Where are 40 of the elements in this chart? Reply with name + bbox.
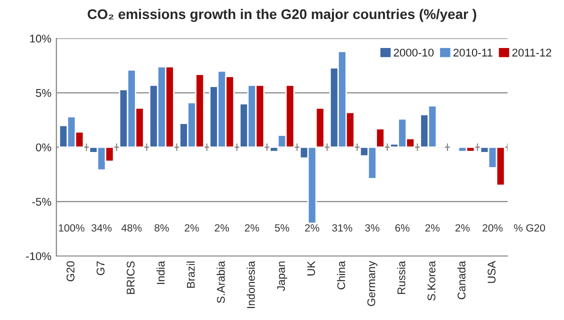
annotation: 2% <box>425 224 440 232</box>
annotation: 2% <box>455 224 470 232</box>
annotation: 48% <box>121 224 142 232</box>
annotation: 20% <box>482 224 503 232</box>
annotation: 2% <box>244 224 260 232</box>
legend-label: 2010-11 <box>454 48 492 57</box>
annotation: 100% <box>58 224 84 232</box>
y-tick-label: 0% <box>36 143 52 152</box>
annotation: 2% <box>305 224 320 232</box>
x-tick-label: G20 <box>66 261 74 282</box>
x-tick-label: S.Arabia <box>216 260 225 303</box>
y-tick-label: -10% <box>26 252 52 260</box>
x-tick-label: BRICS <box>126 261 135 294</box>
x-tick-label: Brazil <box>186 262 195 288</box>
legend-label: 2000-10 <box>394 48 434 57</box>
annotation: 3% <box>365 224 380 232</box>
x-tick-label: S.Korea <box>428 260 436 300</box>
annotation: 2% <box>214 224 229 232</box>
y-tick-label: -5% <box>32 198 52 206</box>
x-tick-label: Indonesia <box>246 260 255 308</box>
x-tick-label: USA <box>488 260 496 283</box>
x-tick-label: UK <box>307 260 316 276</box>
x-tick-label: India <box>156 260 165 284</box>
y-tick-label: 5% <box>36 89 52 97</box>
x-tick-label: Canada <box>457 260 466 300</box>
y-tick-label: 10% <box>30 34 52 43</box>
x-tick-label: G7 <box>96 261 105 276</box>
x-tick-label: Germany <box>367 260 378 306</box>
annotation: 34% <box>91 224 112 232</box>
legend-label: 2011-12 <box>512 48 552 57</box>
annotation: 31% <box>332 224 352 232</box>
annotation: 8% <box>154 224 169 232</box>
x-tick-label: Russia <box>397 260 406 294</box>
annotation: 2% <box>184 224 199 232</box>
annotation: 5% <box>274 224 290 232</box>
x-tick-label: China <box>336 260 346 290</box>
chart-title: CO₂ emissions growth in the G20 major countries (%/year ) <box>88 8 476 22</box>
annotation: 6% <box>395 224 410 232</box>
text: % G20 <box>514 224 546 232</box>
x-tick-label: Japan <box>277 262 288 291</box>
